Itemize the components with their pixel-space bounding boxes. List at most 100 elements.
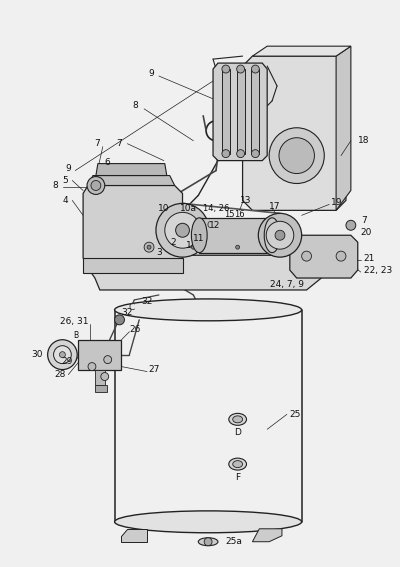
Text: 28: 28 [54, 370, 65, 379]
Text: 7: 7 [361, 216, 366, 225]
Text: 29: 29 [61, 357, 72, 366]
Circle shape [147, 245, 151, 249]
Text: 19: 19 [331, 198, 343, 207]
Circle shape [88, 363, 96, 371]
Circle shape [114, 315, 124, 325]
Text: 12: 12 [209, 221, 221, 230]
Text: D: D [234, 428, 241, 437]
Text: 25a: 25a [226, 537, 243, 546]
Ellipse shape [198, 538, 218, 545]
Bar [222, 69, 230, 154]
Polygon shape [290, 235, 358, 278]
Text: 25: 25 [289, 410, 300, 419]
Circle shape [258, 213, 302, 257]
Circle shape [279, 138, 314, 174]
Ellipse shape [233, 416, 242, 423]
Text: 7: 7 [117, 139, 122, 148]
Text: 18: 18 [358, 136, 369, 145]
Text: C: C [207, 221, 213, 230]
Circle shape [104, 356, 112, 363]
Circle shape [60, 352, 65, 358]
Circle shape [48, 340, 77, 370]
Polygon shape [88, 238, 326, 255]
Text: 8: 8 [53, 181, 58, 190]
Text: 9: 9 [148, 69, 154, 78]
Text: B: B [73, 331, 78, 340]
Text: 14, 26: 14, 26 [203, 204, 229, 213]
Text: 5: 5 [62, 176, 68, 185]
Ellipse shape [233, 460, 242, 468]
Circle shape [222, 65, 230, 73]
Circle shape [165, 213, 200, 248]
Text: 32: 32 [122, 308, 133, 318]
Circle shape [176, 223, 190, 237]
Polygon shape [83, 258, 182, 273]
Text: 7: 7 [94, 139, 100, 148]
Circle shape [54, 346, 71, 363]
Circle shape [346, 221, 356, 230]
Circle shape [87, 176, 105, 194]
Text: 8: 8 [132, 101, 138, 111]
Circle shape [236, 245, 240, 249]
Text: 30: 30 [31, 350, 43, 359]
Circle shape [336, 251, 346, 261]
Bar [237, 69, 244, 154]
Circle shape [204, 538, 212, 545]
Polygon shape [336, 46, 351, 210]
Ellipse shape [229, 458, 246, 470]
Text: 32: 32 [141, 298, 153, 306]
Polygon shape [88, 176, 175, 185]
Circle shape [252, 65, 259, 73]
Text: 17: 17 [269, 202, 281, 211]
Ellipse shape [114, 511, 302, 533]
Text: 10: 10 [158, 204, 170, 213]
Text: 24, 7, 9: 24, 7, 9 [270, 281, 304, 290]
Bar [95, 370, 105, 384]
Ellipse shape [191, 218, 207, 253]
Text: 3: 3 [156, 248, 162, 257]
Text: 27: 27 [148, 365, 160, 374]
Text: 13: 13 [240, 196, 251, 205]
Circle shape [275, 230, 285, 240]
Polygon shape [88, 255, 326, 290]
Polygon shape [122, 529, 147, 541]
Circle shape [156, 204, 209, 257]
Circle shape [91, 180, 101, 191]
Circle shape [252, 150, 259, 158]
Text: 15: 15 [224, 210, 235, 219]
Ellipse shape [229, 413, 246, 425]
Ellipse shape [264, 218, 280, 253]
Polygon shape [83, 185, 182, 265]
Text: 10a: 10a [180, 204, 197, 213]
Text: C: C [128, 303, 134, 312]
Text: 11: 11 [192, 234, 204, 243]
Text: 9: 9 [66, 164, 71, 173]
Circle shape [266, 221, 294, 249]
Text: 6: 6 [105, 158, 110, 167]
Polygon shape [96, 164, 167, 176]
Text: 26: 26 [130, 325, 141, 335]
Polygon shape [78, 340, 122, 370]
Circle shape [233, 242, 242, 252]
Circle shape [222, 150, 230, 158]
Circle shape [101, 373, 109, 380]
Polygon shape [213, 63, 267, 160]
Bar [252, 69, 259, 154]
Text: 26, 31: 26, 31 [60, 318, 88, 327]
Text: 20: 20 [360, 228, 371, 237]
Circle shape [237, 65, 244, 73]
Text: 21: 21 [364, 253, 375, 263]
Text: 16: 16 [234, 210, 245, 219]
Polygon shape [199, 218, 272, 253]
Circle shape [188, 242, 198, 252]
Polygon shape [252, 46, 351, 56]
Polygon shape [252, 529, 282, 541]
Circle shape [191, 245, 195, 249]
Text: 2: 2 [171, 238, 176, 247]
Circle shape [237, 150, 244, 158]
Circle shape [144, 242, 154, 252]
Text: 4: 4 [63, 196, 68, 205]
Circle shape [302, 251, 312, 261]
Polygon shape [242, 56, 346, 210]
Text: 22, 23: 22, 23 [364, 265, 392, 274]
